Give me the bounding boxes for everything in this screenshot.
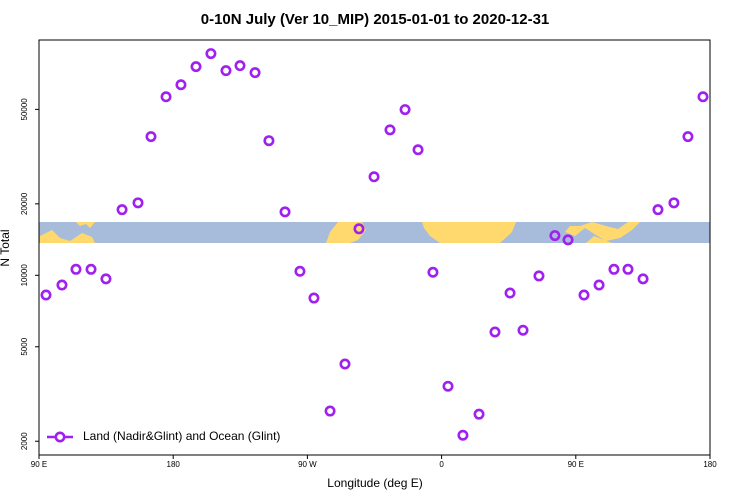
point bbox=[517, 324, 529, 336]
point bbox=[249, 67, 261, 79]
point bbox=[85, 263, 97, 275]
point bbox=[234, 60, 246, 72]
point bbox=[40, 289, 52, 301]
y-axis-label: N Total bbox=[0, 229, 12, 266]
x-tick-label: 90 E bbox=[568, 460, 584, 469]
point bbox=[442, 380, 454, 392]
legend-marker bbox=[54, 431, 66, 443]
point bbox=[549, 230, 561, 242]
chart-title: 0-10N July (Ver 10_MIP) 2015-01-01 to 20… bbox=[201, 11, 550, 28]
point bbox=[384, 124, 396, 136]
legend-label: Land (Nadir&Glint) and Ocean (Glint) bbox=[83, 429, 280, 443]
point bbox=[294, 265, 306, 277]
x-tick-label: 180 bbox=[167, 460, 181, 469]
point bbox=[427, 266, 439, 278]
x-tick-label: 90 W bbox=[298, 460, 317, 469]
y-tick-label: 10000 bbox=[20, 264, 29, 287]
point bbox=[160, 91, 172, 103]
point bbox=[622, 263, 634, 275]
y-tick-label: 20000 bbox=[20, 192, 29, 215]
point bbox=[70, 263, 82, 275]
point bbox=[457, 429, 469, 441]
point bbox=[652, 204, 664, 216]
point bbox=[145, 131, 157, 143]
point bbox=[279, 206, 291, 218]
x-axis-label: Longitude (deg E) bbox=[327, 476, 422, 490]
point bbox=[608, 263, 620, 275]
point bbox=[263, 135, 275, 147]
point bbox=[412, 144, 424, 156]
point bbox=[205, 48, 217, 60]
x-tick-label: 90 E bbox=[31, 460, 47, 469]
point bbox=[399, 104, 411, 116]
point bbox=[504, 287, 516, 299]
point bbox=[116, 204, 128, 216]
point bbox=[132, 197, 144, 209]
point bbox=[593, 279, 605, 291]
point bbox=[697, 91, 709, 103]
point bbox=[220, 65, 232, 77]
point bbox=[668, 197, 680, 209]
plot-frame bbox=[38, 39, 711, 456]
point bbox=[308, 292, 320, 304]
point bbox=[324, 405, 336, 417]
map-band bbox=[39, 222, 710, 243]
point bbox=[190, 61, 202, 73]
point bbox=[175, 79, 187, 91]
point bbox=[56, 279, 68, 291]
point bbox=[489, 326, 501, 338]
point bbox=[682, 131, 694, 143]
point bbox=[533, 270, 545, 282]
point bbox=[353, 223, 365, 235]
point bbox=[637, 273, 649, 285]
point bbox=[339, 358, 351, 370]
y-tick-label: 5000 bbox=[20, 337, 29, 355]
point bbox=[473, 408, 485, 420]
x-tick-label: 0 bbox=[439, 460, 444, 469]
point bbox=[562, 234, 574, 246]
point bbox=[578, 289, 590, 301]
y-tick-label: 50000 bbox=[20, 98, 29, 121]
point bbox=[368, 171, 380, 183]
point bbox=[100, 273, 112, 285]
y-tick-label: 2000 bbox=[20, 432, 29, 450]
x-tick-label: 180 bbox=[703, 460, 717, 469]
